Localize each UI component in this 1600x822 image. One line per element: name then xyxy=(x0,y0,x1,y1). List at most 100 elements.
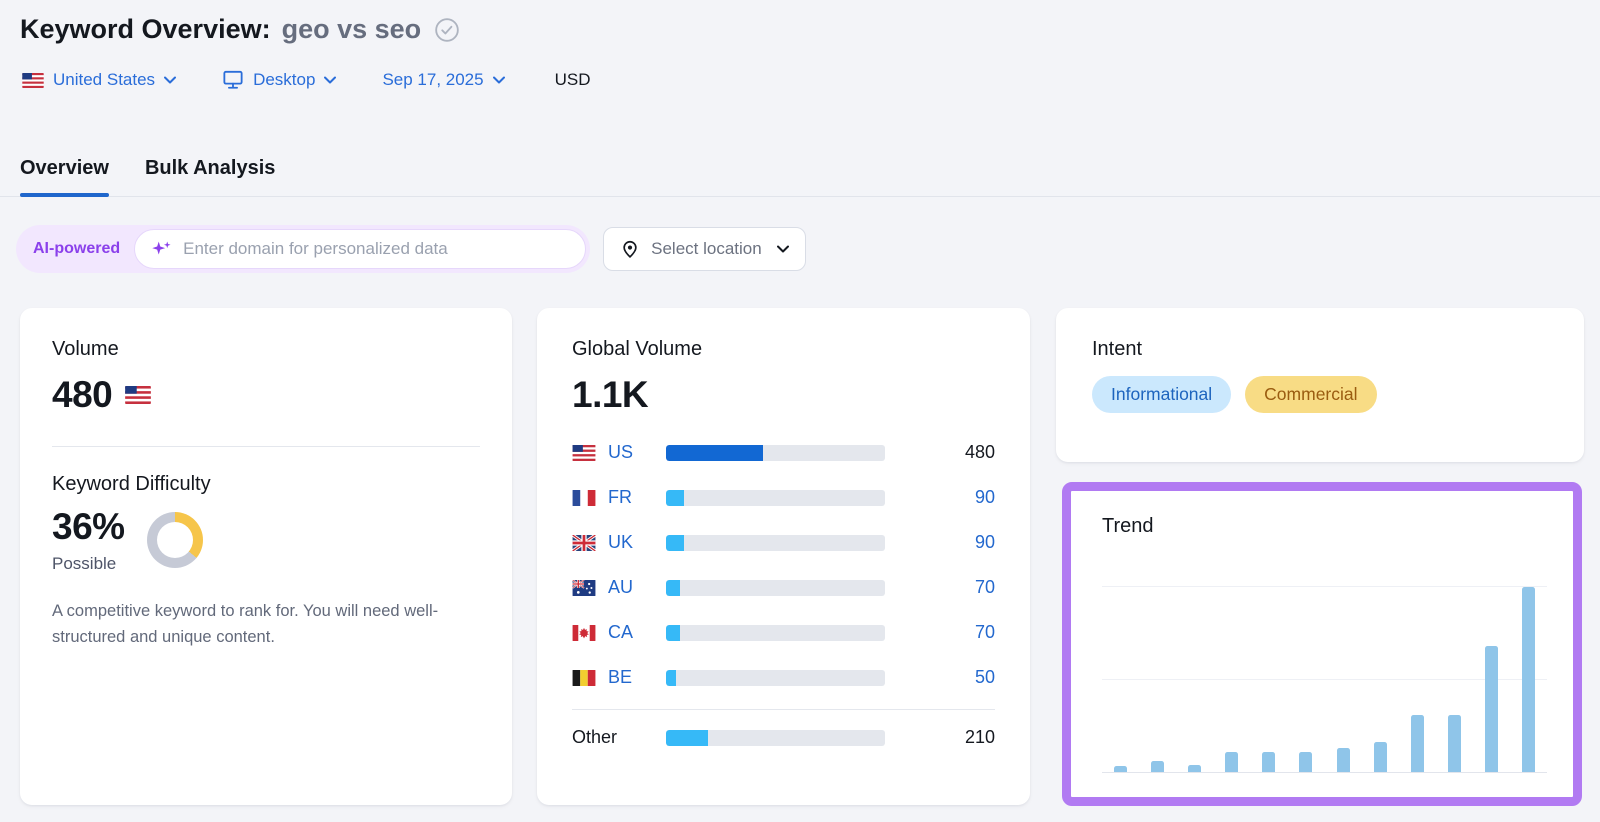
country-volume-value[interactable]: 50 xyxy=(974,667,995,687)
volume-title: Volume xyxy=(52,338,119,360)
tab-overview[interactable]: Overview xyxy=(20,157,109,197)
trend-bar xyxy=(1151,760,1165,772)
date-dropdown-label: Sep 17, 2025 xyxy=(382,70,484,89)
volume-bar-track xyxy=(666,444,885,461)
country-row-us: US 480 xyxy=(572,430,995,475)
keyword-difficulty-row: 36% Possible xyxy=(52,506,480,574)
trend-bar xyxy=(1373,742,1387,772)
country-code-link[interactable]: UK xyxy=(608,532,634,552)
volume-card: Volume 480 Keyword Difficulty 36% Possib… xyxy=(20,308,512,805)
trend-bar xyxy=(1114,766,1128,772)
device-dropdown[interactable]: Desktop xyxy=(222,70,337,90)
country-volume-value: 480 xyxy=(964,442,995,462)
trend-bar xyxy=(1336,747,1350,772)
trend-highlight-box: Trend xyxy=(1062,482,1582,806)
intent-badge-informational: Informational xyxy=(1092,376,1232,413)
tab-bar: Overview Bulk Analysis xyxy=(0,143,1600,197)
trend-title: Trend xyxy=(1102,515,1154,537)
country-dropdown[interactable]: United States xyxy=(22,70,177,90)
ai-powered-badge: AI-powered xyxy=(33,240,121,257)
keyword-text: geo vs seo xyxy=(281,14,422,44)
select-location-button[interactable]: Select location xyxy=(603,227,806,271)
chevron-down-icon xyxy=(776,245,789,253)
volume-bar-fill xyxy=(666,534,685,551)
country-row-ca: CA 70 xyxy=(572,610,995,655)
country-volume-value[interactable]: 90 xyxy=(974,487,995,507)
country-row-au: AU 70 xyxy=(572,565,995,610)
uk-flag-icon xyxy=(572,535,596,551)
location-pin-icon xyxy=(623,240,637,258)
other-volume-value: 210 xyxy=(964,727,995,747)
card-divider xyxy=(52,446,480,447)
country-volume-value[interactable]: 90 xyxy=(974,532,995,552)
global-volume-card: Global Volume 1.1K US 480 FR 90 UK xyxy=(537,308,1030,805)
date-dropdown[interactable]: Sep 17, 2025 xyxy=(382,70,505,90)
trend-bar xyxy=(1188,764,1202,772)
country-dropdown-label: United States xyxy=(53,70,156,89)
trend-bar-chart xyxy=(1102,586,1547,773)
au-flag-icon xyxy=(572,579,596,596)
kd-value-block: 36% Possible xyxy=(52,506,125,574)
kd-level-label: Possible xyxy=(52,554,117,573)
chevron-down-icon xyxy=(164,76,177,84)
trend-bar xyxy=(1521,587,1535,772)
kd-donut-chart xyxy=(146,512,203,568)
desktop-monitor-icon xyxy=(223,70,243,89)
us-flag-icon xyxy=(22,72,44,88)
global-volume-title: Global Volume xyxy=(572,338,703,360)
select-location-label: Select location xyxy=(651,239,762,258)
kd-description: A competitive keyword to rank for. You w… xyxy=(52,602,439,646)
trend-bar xyxy=(1447,714,1461,772)
volume-bar-fill xyxy=(666,624,681,641)
domain-input[interactable] xyxy=(183,239,571,259)
volume-bar-track xyxy=(666,579,885,596)
ai-sparkles-icon xyxy=(152,241,171,255)
volume-bar-fill xyxy=(666,489,685,506)
kd-percent: 36% xyxy=(52,506,125,547)
intent-badge-commercial: Commercial xyxy=(1245,376,1377,413)
volume-bar-track xyxy=(666,669,885,686)
volume-bar-fill xyxy=(666,729,709,746)
fr-flag-icon xyxy=(572,489,596,506)
other-label: Other xyxy=(572,727,618,747)
chevron-down-icon xyxy=(324,76,337,84)
country-code-link[interactable]: BE xyxy=(608,667,633,687)
global-volume-total: 1.1K xyxy=(572,374,649,415)
tab-bulk-analysis[interactable]: Bulk Analysis xyxy=(144,157,276,179)
list-divider xyxy=(572,709,995,710)
trend-bar xyxy=(1225,751,1239,772)
page-header: Keyword Overview: geo vs seo xyxy=(20,14,460,45)
ai-domain-bar: AI-powered Select location xyxy=(16,225,806,273)
trend-bar xyxy=(1484,646,1498,772)
country-code-link[interactable]: AU xyxy=(608,577,634,597)
country-row-fr: FR 90 xyxy=(572,475,995,520)
country-row-uk: UK 90 xyxy=(572,520,995,565)
volume-bar-track xyxy=(666,624,885,641)
trend-bar xyxy=(1410,714,1424,772)
intent-title: Intent xyxy=(1092,338,1143,360)
volume-bar-track xyxy=(666,534,885,551)
country-volume-value[interactable]: 70 xyxy=(974,622,995,642)
domain-input-wrapper[interactable] xyxy=(134,229,587,269)
keyword-difficulty-title: Keyword Difficulty xyxy=(52,473,211,495)
us-flag-icon xyxy=(572,444,596,461)
country-volume-list: US 480 FR 90 UK 90 xyxy=(572,430,995,760)
country-volume-value[interactable]: 70 xyxy=(974,577,995,597)
country-code-link[interactable]: US xyxy=(608,442,634,462)
country-code-link[interactable]: FR xyxy=(608,487,632,507)
other-countries-row: Other 210 xyxy=(572,715,995,760)
chevron-down-icon xyxy=(492,76,505,84)
us-flag-icon xyxy=(125,386,152,404)
filters-bar: United States Desktop Sep 17, 2025 USD xyxy=(22,70,591,90)
intent-card: Intent Informational Commercial xyxy=(1056,308,1584,462)
country-code-link[interactable]: CA xyxy=(608,622,634,642)
check-circle-icon xyxy=(435,17,459,42)
volume-value: 480 xyxy=(52,374,113,415)
trend-card: Trend xyxy=(1071,491,1573,797)
volume-bar-track xyxy=(666,729,885,746)
intent-badges: Informational Commercial xyxy=(1092,376,1548,413)
volume-bar-fill xyxy=(666,669,677,686)
country-row-be: BE 50 xyxy=(572,655,995,700)
ca-flag-icon xyxy=(572,624,596,641)
